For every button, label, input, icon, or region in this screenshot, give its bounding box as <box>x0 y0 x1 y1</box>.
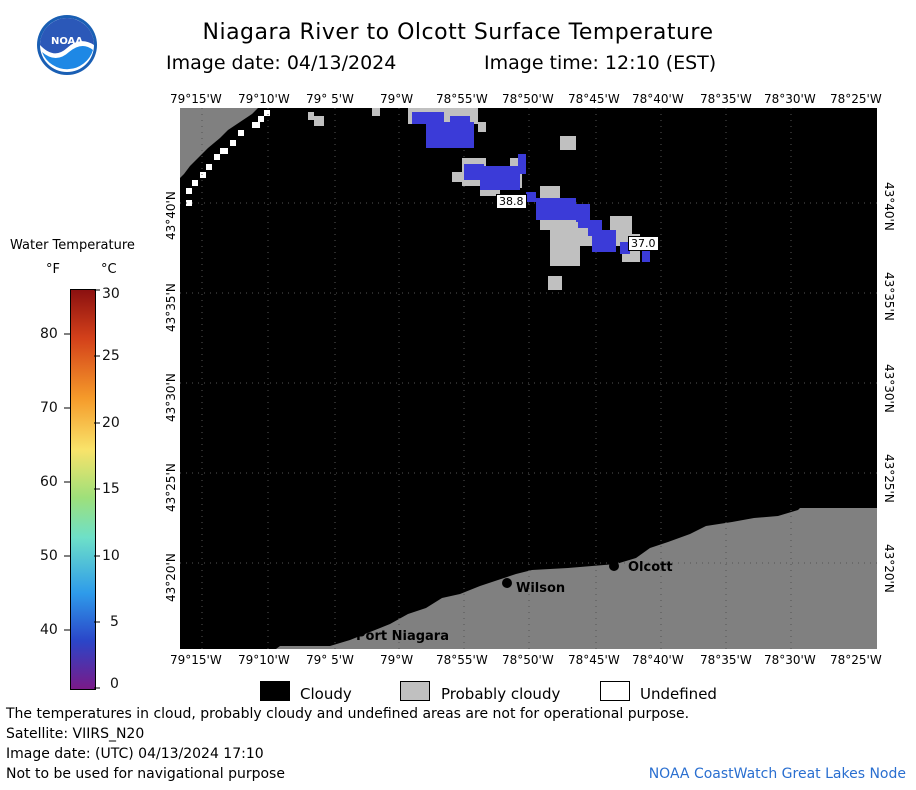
lat-label: 43°40'N <box>164 191 178 240</box>
lat-label: 43°35'N <box>882 272 896 321</box>
lat-label: 43°25'N <box>164 463 178 512</box>
lon-label: 79°15'W <box>170 653 222 667</box>
temperature-colorbar <box>70 289 96 690</box>
lon-label: 79°10'W <box>238 92 290 106</box>
lat-label: 43°40'N <box>882 182 896 231</box>
land-nw <box>180 108 258 178</box>
place-label-wilson: Wilson <box>516 581 566 596</box>
legend-unit-f: °F <box>46 262 60 277</box>
top-lon-labels: 79°15'W 79°10'W 79° 5'W 79°W 78°55'W 78°… <box>0 92 916 108</box>
lat-label: 43°30'N <box>882 364 896 413</box>
note-satellite: Satellite: VIIRS_N20 <box>6 726 145 742</box>
f-tick: 50 <box>40 548 58 564</box>
lon-label: 78°25'W <box>830 653 882 667</box>
c-tick: 20 <box>102 415 120 431</box>
key-label-probably-cloudy: Probably cloudy <box>441 685 561 703</box>
place-label-port-niagara: Port Niagara <box>356 629 449 644</box>
lat-label: 43°25'N <box>882 454 896 503</box>
right-lat-labels: 43°40'N 43°35'N 43°30'N 43°25'N 43°20'N <box>882 100 898 660</box>
lat-label: 43°20'N <box>164 553 178 602</box>
lon-label: 78°25'W <box>830 92 882 106</box>
undefined-pixels <box>186 110 270 206</box>
lon-label: 78°35'W <box>700 92 752 106</box>
temp-label: 37.0 <box>628 236 659 251</box>
noaa-logo-text: NOAA <box>51 36 83 47</box>
lon-label: 78°35'W <box>700 653 752 667</box>
place-dot-wilson <box>502 578 512 588</box>
lon-label: 78°45'W <box>568 653 620 667</box>
place-dot-olcott <box>609 561 619 571</box>
lon-label: 78°55'W <box>436 92 488 106</box>
lon-label: 78°55'W <box>436 653 488 667</box>
note-navigation: Not to be used for navigational purpose <box>6 766 285 782</box>
key-swatch-undefined <box>600 681 630 701</box>
lon-label: 78°40'W <box>632 653 684 667</box>
lon-label: 78°30'W <box>764 653 816 667</box>
legend-title: Water Temperature <box>10 238 135 253</box>
lon-label: 79° 5'W <box>306 653 354 667</box>
c-tick: 0 <box>110 676 119 692</box>
noaa-logo: NOAA <box>36 14 98 76</box>
c-tick: 25 <box>102 348 120 364</box>
lon-label: 78°50'W <box>502 653 554 667</box>
page-title: Niagara River to Olcott Surface Temperat… <box>202 20 714 45</box>
f-tick: 80 <box>40 326 58 342</box>
lat-label: 43°30'N <box>164 373 178 422</box>
lat-label: 43°20'N <box>882 544 896 593</box>
image-date: Image date: 04/13/2024 <box>166 52 397 74</box>
map-panel: Olcott Wilson Port Niagara 38.8 37.0 <box>180 108 877 649</box>
bottom-lon-labels: 79°15'W 79°10'W 79° 5'W 79°W 78°55'W 78°… <box>0 653 916 669</box>
lon-label: 78°50'W <box>502 92 554 106</box>
c-tick: 10 <box>102 548 120 564</box>
place-label-olcott: Olcott <box>628 560 673 575</box>
note-disclaimer: The temperatures in cloud, probably clou… <box>6 706 690 722</box>
c-tick: 5 <box>110 614 119 630</box>
lon-label: 79° 5'W <box>306 92 354 106</box>
f-tick: 70 <box>40 400 58 416</box>
lon-label: 79°W <box>380 92 414 106</box>
f-tick: 60 <box>40 474 58 490</box>
c-tick: 30 <box>102 286 120 302</box>
left-lat-labels: 43°40'N 43°35'N 43°30'N 43°25'N 43°20'N <box>164 100 180 660</box>
c-tick: 15 <box>102 481 120 497</box>
key-swatch-probably-cloudy <box>400 681 430 701</box>
lon-label: 78°30'W <box>764 92 816 106</box>
colorbar-ticks <box>64 289 100 689</box>
graticule <box>180 108 877 649</box>
lat-label: 43°35'N <box>164 283 178 332</box>
f-tick: 40 <box>40 622 58 638</box>
temp-label: 38.8 <box>496 194 527 209</box>
map-svg <box>180 108 877 649</box>
key-label-cloudy: Cloudy <box>300 685 352 703</box>
note-utc-date: Image date: (UTC) 04/13/2024 17:10 <box>6 746 264 762</box>
lon-label: 79°W <box>380 653 414 667</box>
credit-link[interactable]: NOAA CoastWatch Great Lakes Node <box>648 766 906 782</box>
lon-label: 78°45'W <box>568 92 620 106</box>
key-swatch-cloudy <box>260 681 290 701</box>
lon-label: 78°40'W <box>632 92 684 106</box>
lon-label: 79°15'W <box>170 92 222 106</box>
lon-label: 79°10'W <box>238 653 290 667</box>
land-south <box>276 508 877 649</box>
water-temperature-pixels <box>412 112 650 262</box>
key-label-undefined: Undefined <box>640 685 717 703</box>
legend-unit-c: °C <box>101 262 117 277</box>
image-time: Image time: 12:10 (EST) <box>484 52 717 74</box>
